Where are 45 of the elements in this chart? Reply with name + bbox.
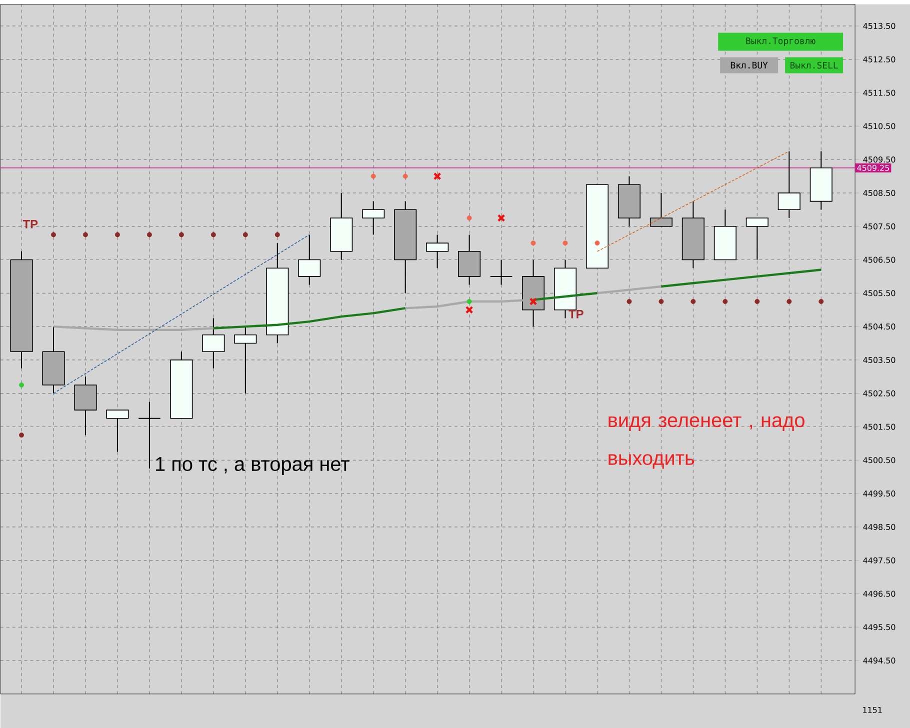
point <box>529 298 538 306</box>
point <box>690 299 696 304</box>
annotation: Выкл.Торговлю <box>746 38 816 46</box>
point <box>562 240 568 246</box>
point <box>82 232 88 238</box>
point <box>786 299 792 304</box>
annotation: 1 по тс , а вторая нет <box>156 457 350 476</box>
annotation: Вкл.BUY <box>730 62 768 69</box>
point <box>19 382 24 388</box>
point <box>530 240 536 246</box>
candlestick <box>298 234 321 286</box>
point <box>146 232 152 238</box>
point <box>818 299 824 304</box>
annotation: TP <box>22 220 38 228</box>
candlestick <box>426 234 449 269</box>
candlestick <box>234 326 257 394</box>
point <box>594 240 600 246</box>
point <box>242 232 248 238</box>
candlestick <box>490 259 513 286</box>
point <box>274 232 280 238</box>
annotation: Выкл.SELL <box>790 62 838 69</box>
point <box>370 174 376 179</box>
point <box>626 299 632 304</box>
point <box>178 232 184 238</box>
point <box>466 299 472 304</box>
point <box>114 232 120 238</box>
candlestick <box>362 200 385 236</box>
annotation: TP <box>568 310 584 318</box>
point <box>402 174 408 179</box>
point <box>210 232 216 238</box>
point <box>658 299 664 304</box>
point <box>754 299 760 304</box>
candlestick <box>778 150 800 219</box>
point <box>466 216 472 221</box>
point <box>722 299 728 304</box>
candlestick <box>746 218 768 260</box>
point <box>433 172 442 180</box>
candlestick <box>106 410 129 452</box>
point <box>19 432 24 438</box>
point <box>497 214 506 222</box>
candlestick <box>650 192 672 227</box>
candlestick <box>202 318 225 369</box>
point <box>50 232 56 238</box>
point <box>465 306 474 314</box>
annotation: видя зеленеет , надо выходить <box>608 416 804 469</box>
